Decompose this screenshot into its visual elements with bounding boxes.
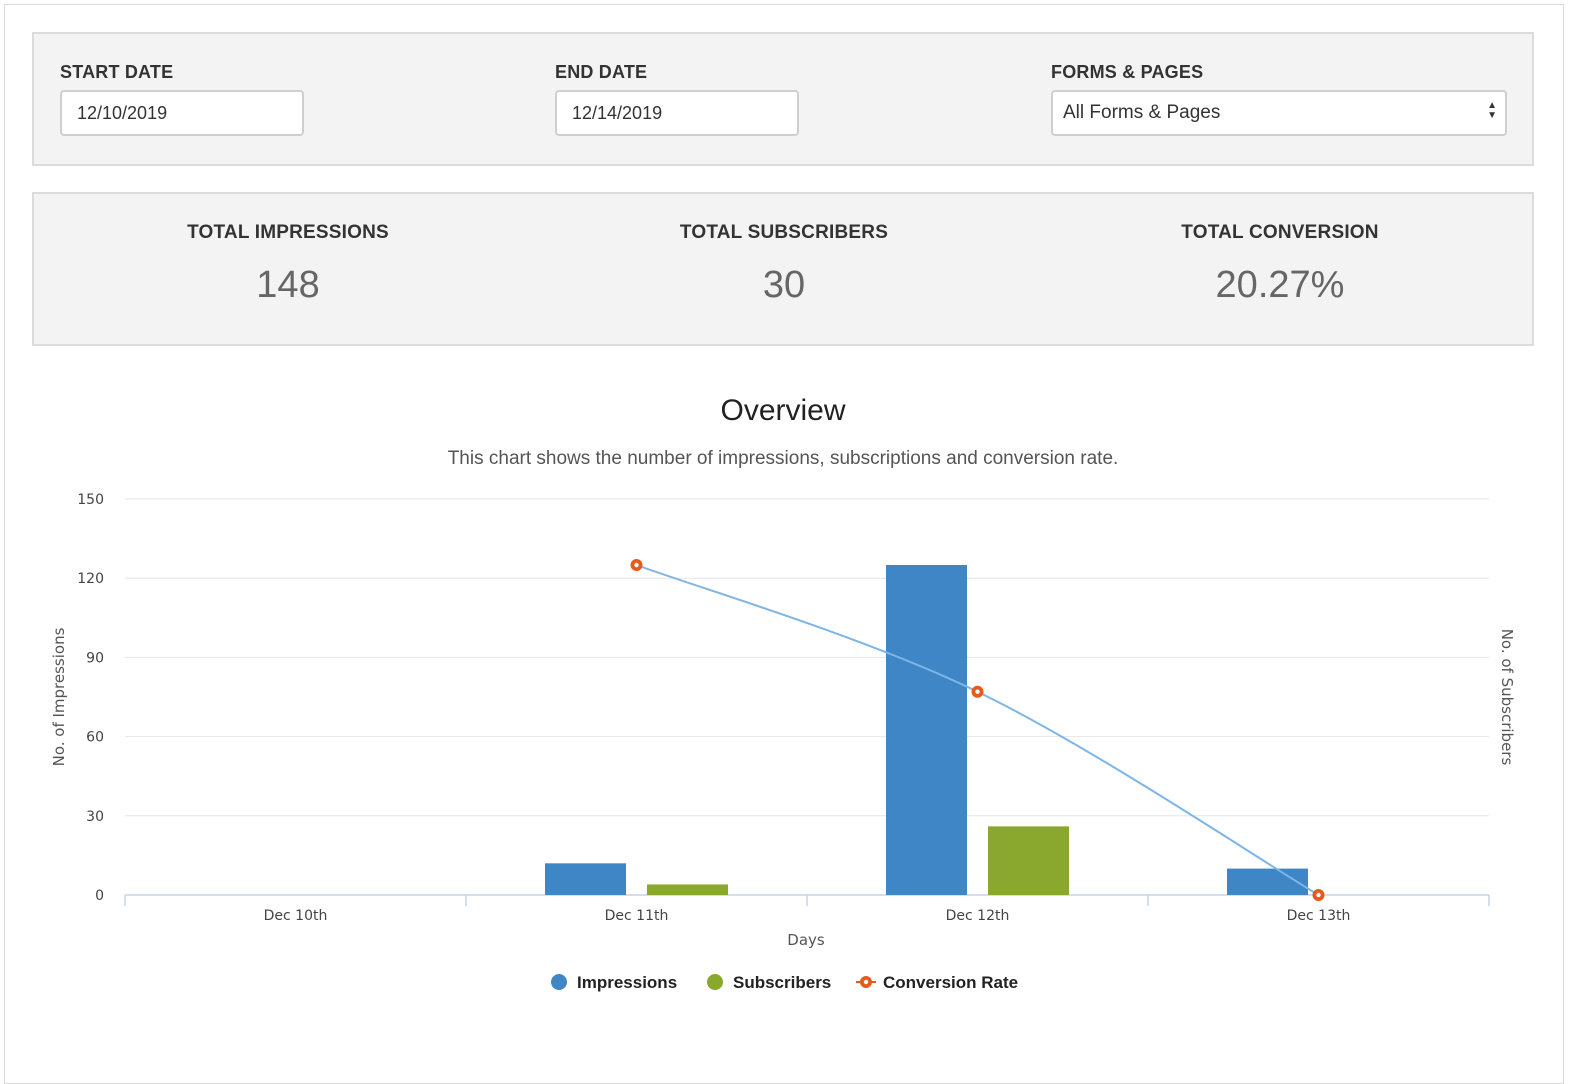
total-conversion-value: 20.27% — [1215, 264, 1345, 306]
total-conversion-stat: TOTAL CONVERSION 20.27% — [1030, 194, 1530, 307]
legend-marker-impressions[interactable] — [551, 974, 567, 990]
x-tick-label: Dec 10th — [264, 908, 328, 924]
total-subscribers-value: 30 — [762, 264, 806, 306]
forms-pages-select[interactable]: All Forms & Pages ▲ ▼ — [1051, 90, 1507, 136]
total-conversion-label: TOTAL CONVERSION — [1181, 222, 1379, 243]
conversion-rate-line — [636, 564, 1320, 896]
chart-title: Overview — [720, 394, 846, 427]
forms-pages-filter: FORMS & PAGES All Forms & Pages ▲ ▼ — [1051, 62, 1507, 136]
conversion-rate-point-center — [1316, 892, 1321, 898]
legend-label: Subscribers — [733, 973, 831, 992]
total-impressions-label: TOTAL IMPRESSIONS — [187, 222, 389, 243]
total-impressions-value: 148 — [256, 264, 320, 306]
start-date-label: START DATE — [60, 62, 174, 82]
end-date-filter: END DATE — [555, 62, 799, 136]
total-subscribers-stat: TOTAL SUBSCRIBERS 30 — [534, 194, 1034, 307]
conversion-rate-point-center — [975, 689, 980, 694]
conversion-rate-point-center — [634, 562, 639, 568]
x-tick-label: Dec 12th — [946, 908, 1010, 924]
y-tick-label: 90 — [86, 650, 104, 666]
legend-label: Impressions — [577, 973, 677, 992]
start-date-filter: START DATE — [60, 62, 304, 136]
bar-subscribers[interactable] — [988, 826, 1069, 895]
bar-impressions[interactable] — [1227, 868, 1308, 895]
forms-pages-label: FORMS & PAGES — [1051, 62, 1204, 82]
x-axis-title: Days — [787, 931, 825, 949]
y-axis-title: No. of Impressions — [50, 627, 68, 766]
y-tick-label: 120 — [77, 571, 104, 587]
end-date-input[interactable] — [555, 90, 799, 136]
y-tick-label: 30 — [86, 809, 104, 825]
select-arrows-icon: ▲ ▼ — [1487, 100, 1497, 121]
stats-panel: TOTAL IMPRESSIONS 148 TOTAL SUBSCRIBERS … — [32, 192, 1534, 346]
chart-subtitle: This chart shows the number of impressio… — [447, 448, 1119, 469]
y-axis-title-right: No. of Subscribers — [1498, 629, 1516, 766]
total-subscribers-label: TOTAL SUBSCRIBERS — [679, 222, 889, 243]
forms-pages-selected-value: All Forms & Pages — [1063, 102, 1221, 123]
bar-subscribers[interactable] — [647, 884, 728, 895]
bar-impressions[interactable] — [886, 565, 967, 895]
x-tick-label: Dec 11th — [605, 908, 669, 924]
legend-marker-subscribers[interactable] — [707, 974, 723, 990]
x-tick-label: Dec 13th — [1287, 908, 1351, 924]
start-date-input[interactable] — [60, 90, 304, 136]
page-frame — [4, 4, 1564, 1084]
bar-impressions[interactable] — [545, 863, 626, 895]
y-tick-label: 150 — [77, 492, 104, 508]
legend-marker-center — [863, 979, 869, 985]
filter-panel: START DATE END DATE FORMS & PAGES All Fo… — [32, 32, 1534, 166]
y-tick-label: 60 — [86, 730, 104, 746]
total-impressions-stat: TOTAL IMPRESSIONS 148 — [38, 194, 538, 307]
legend-label: Conversion Rate — [883, 973, 1018, 992]
y-tick-label: 0 — [95, 888, 104, 904]
end-date-label: END DATE — [555, 62, 648, 82]
